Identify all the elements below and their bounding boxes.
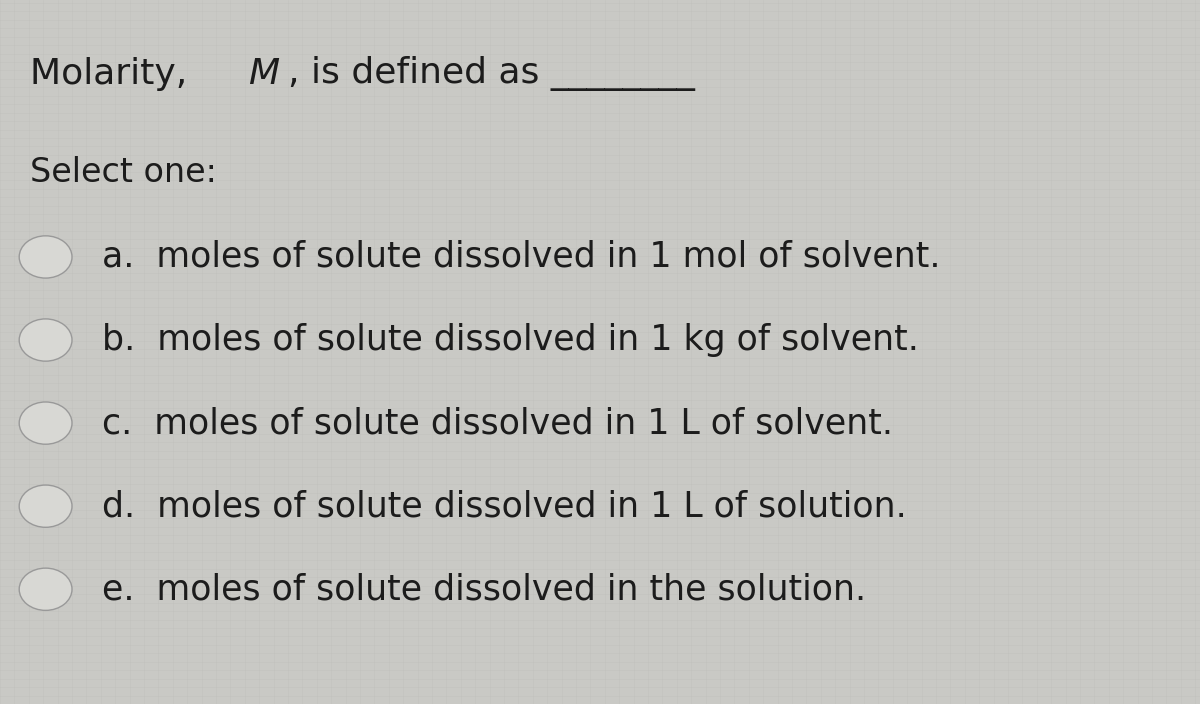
Ellipse shape xyxy=(19,319,72,361)
Text: e.  moles of solute dissolved in the solution.: e. moles of solute dissolved in the solu… xyxy=(102,572,866,606)
Ellipse shape xyxy=(19,402,72,444)
Ellipse shape xyxy=(19,568,72,610)
Text: d.  moles of solute dissolved in 1 L of solution.: d. moles of solute dissolved in 1 L of s… xyxy=(102,489,907,523)
Text: c.  moles of solute dissolved in 1 L of solvent.: c. moles of solute dissolved in 1 L of s… xyxy=(102,406,893,440)
Text: a.  moles of solute dissolved in 1 mol of solvent.: a. moles of solute dissolved in 1 mol of… xyxy=(102,240,941,274)
Text: M: M xyxy=(247,57,278,91)
Text: Select one:: Select one: xyxy=(30,156,217,189)
Ellipse shape xyxy=(19,485,72,527)
Ellipse shape xyxy=(19,236,72,278)
Text: , is defined as ________: , is defined as ________ xyxy=(288,56,695,92)
Text: Molarity,: Molarity, xyxy=(30,57,199,91)
Text: b.  moles of solute dissolved in 1 kg of solvent.: b. moles of solute dissolved in 1 kg of … xyxy=(102,323,919,357)
